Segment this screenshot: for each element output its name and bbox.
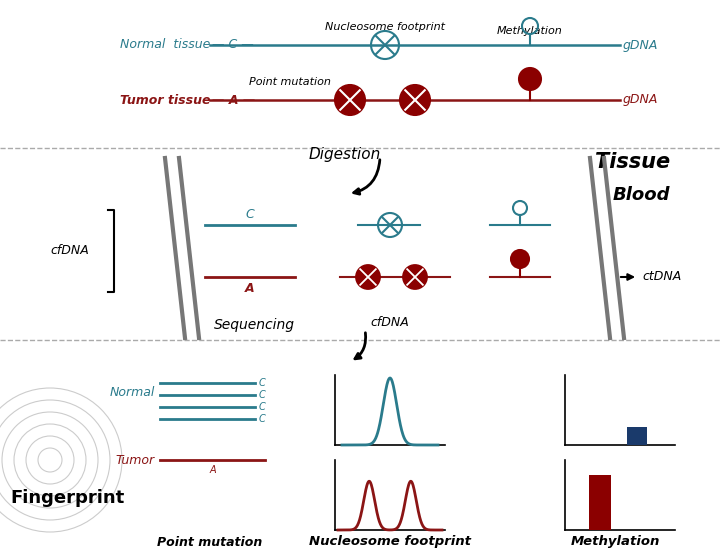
Text: Normal  tissue: Normal tissue [120,38,210,52]
Text: cfDNA: cfDNA [50,244,89,256]
Text: A: A [210,465,216,475]
Text: Tissue: Tissue [595,152,670,172]
Text: Tumor tissue: Tumor tissue [120,93,210,107]
Text: gDNA: gDNA [623,38,658,52]
Text: Digestion: Digestion [309,147,381,162]
Text: C: C [259,378,266,388]
Text: Blood: Blood [613,186,670,204]
Text: — A —: — A — [212,93,256,107]
Text: Nucleosome footprint: Nucleosome footprint [309,535,471,549]
Text: C: C [259,390,266,400]
Text: Normal: Normal [109,385,155,399]
Text: gDNA: gDNA [623,93,658,107]
Text: — C —: — C — [212,38,253,52]
Circle shape [400,85,430,115]
Text: cfDNA: cfDNA [370,316,409,330]
Circle shape [403,265,427,289]
Text: Methylation: Methylation [497,26,563,36]
Text: Fingerprint: Fingerprint [10,489,125,507]
Text: Methylation: Methylation [570,535,660,549]
Text: C: C [259,414,266,424]
Circle shape [511,250,529,268]
Bar [589,475,611,530]
Circle shape [356,265,380,289]
Bar [627,427,647,445]
Text: Point mutation: Point mutation [158,535,263,549]
Text: C: C [259,402,266,412]
Circle shape [335,85,365,115]
Text: C: C [246,207,254,221]
Text: Sequencing: Sequencing [214,318,295,332]
Text: Point mutation: Point mutation [249,77,331,87]
Text: ctDNA: ctDNA [642,271,681,284]
Text: Nucleosome footprint: Nucleosome footprint [325,22,445,32]
Text: A: A [246,281,255,295]
Circle shape [519,68,541,90]
Text: Tumor: Tumor [116,454,155,466]
